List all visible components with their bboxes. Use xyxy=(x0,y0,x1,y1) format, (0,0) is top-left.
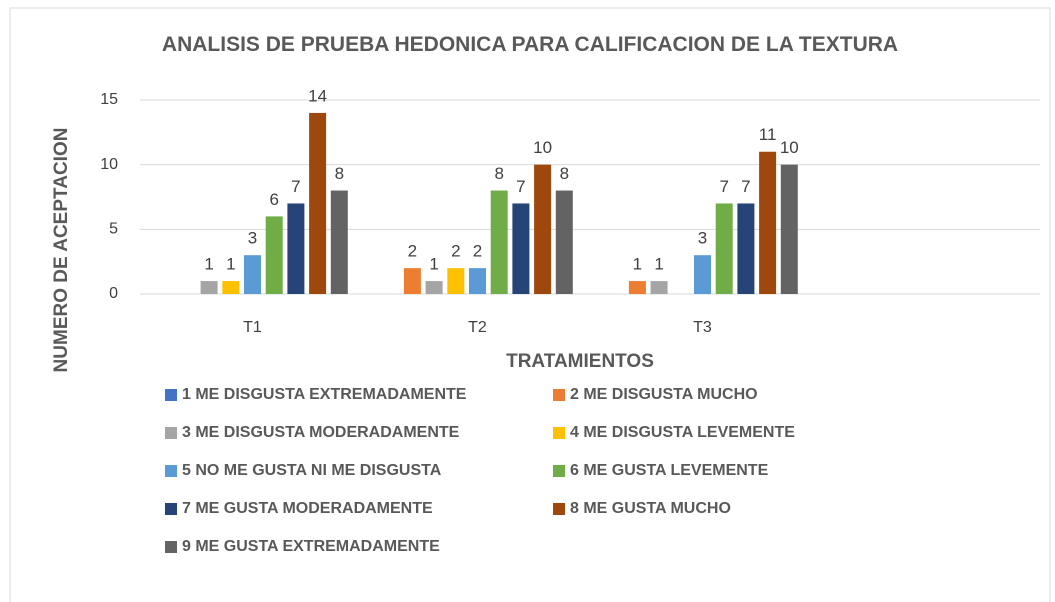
chart-border xyxy=(9,7,1051,602)
bar xyxy=(330,190,348,294)
chart-title: ANALISIS DE PRUEBA HEDONICA PARA CALIFIC… xyxy=(161,33,899,56)
data-label: 2 xyxy=(473,242,482,261)
legend-label: 9 ME GUSTA EXTREMADAMENTE xyxy=(182,538,440,555)
legend-label: 2 ME DISGUSTA MUCHO xyxy=(570,386,758,403)
bar xyxy=(469,268,486,294)
data-label: 10 xyxy=(780,138,799,157)
bar xyxy=(425,281,443,294)
data-label: 8 xyxy=(560,164,569,183)
data-label: 8 xyxy=(494,164,503,183)
legend-swatch xyxy=(553,503,565,515)
legend-swatch xyxy=(165,465,177,477)
data-label: 6 xyxy=(269,190,278,209)
x-axis-title: TRATAMIENTOS xyxy=(506,351,654,372)
bar xyxy=(222,281,240,294)
bar xyxy=(244,255,261,294)
data-label: 14 xyxy=(308,86,327,105)
legend-swatch xyxy=(165,427,177,439)
bar xyxy=(200,281,218,294)
bar xyxy=(780,164,798,294)
data-label: 1 xyxy=(204,255,213,274)
legend-swatch xyxy=(165,541,177,553)
data-label: 1 xyxy=(654,255,663,274)
data-label: 2 xyxy=(451,242,460,261)
data-label: 7 xyxy=(516,177,525,196)
data-label: 7 xyxy=(719,177,728,196)
data-label: 3 xyxy=(698,229,707,248)
legend-label: 8 ME GUSTA MUCHO xyxy=(570,500,731,517)
y-tick-label: 5 xyxy=(109,221,118,238)
legend-label: 6 ME GUSTA LEVEMENTE xyxy=(570,462,769,479)
data-label: 1 xyxy=(429,255,438,274)
legend-label: 1 ME DISGUSTA EXTREMADAMENTE xyxy=(182,386,467,403)
data-label: 7 xyxy=(291,177,300,196)
data-label: 1 xyxy=(633,255,642,274)
data-label: 11 xyxy=(759,125,777,144)
y-tick-label: 0 xyxy=(109,285,118,302)
bar xyxy=(694,255,711,294)
bar xyxy=(403,268,421,294)
legend-swatch xyxy=(553,389,565,401)
legend-label: 3 ME DISGUSTA MODERADAMENTE xyxy=(182,424,460,441)
legend-label: 7 ME GUSTA MODERADAMENTE xyxy=(182,500,433,517)
data-label: 1 xyxy=(226,255,235,274)
bar xyxy=(309,112,327,294)
legend-swatch xyxy=(553,427,565,439)
bar xyxy=(650,281,668,294)
legend-label: 5 NO ME GUSTA NI ME DISGUSTA xyxy=(182,462,442,479)
data-label: 7 xyxy=(741,177,750,196)
y-axis-title: NUMERO DE ACEPTACION xyxy=(51,128,72,373)
legend-label: 4 ME DISGUSTA LEVEMENTE xyxy=(570,424,795,441)
data-label: 3 xyxy=(248,229,257,248)
data-label: 8 xyxy=(335,164,344,183)
y-tick-label: 15 xyxy=(100,91,118,108)
bar xyxy=(512,203,530,294)
bar xyxy=(534,164,552,294)
legend-swatch xyxy=(165,503,177,515)
bar xyxy=(628,281,646,294)
y-tick-label: 10 xyxy=(100,156,118,173)
bar xyxy=(555,190,573,294)
x-tick-label: T3 xyxy=(693,319,712,336)
bar xyxy=(490,190,508,294)
bar xyxy=(715,203,733,294)
bar xyxy=(447,268,465,294)
bar xyxy=(759,151,777,294)
legend-swatch xyxy=(553,465,565,477)
bar xyxy=(287,203,305,294)
bar xyxy=(737,203,755,294)
data-label: 2 xyxy=(408,242,417,261)
bar xyxy=(265,216,283,294)
legend-swatch xyxy=(165,389,177,401)
x-tick-label: T1 xyxy=(243,319,262,336)
data-label: 10 xyxy=(533,138,552,157)
x-tick-label: T2 xyxy=(468,319,487,336)
